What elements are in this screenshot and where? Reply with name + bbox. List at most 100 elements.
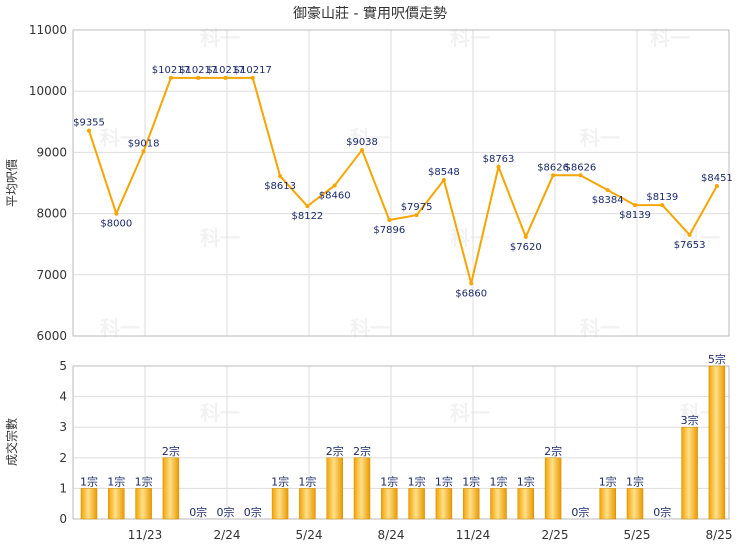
- bar-value-label: 1宗: [490, 474, 508, 488]
- x-tick-label: 8/25: [706, 528, 733, 542]
- bar-value-label: 0宗: [189, 505, 207, 519]
- price-line-series: $9355$8000$9018$10217$10217$10217$10217$…: [73, 65, 733, 299]
- price-point: [496, 164, 501, 169]
- x-tick-label: 11/24: [456, 528, 491, 542]
- price-point: [387, 217, 392, 222]
- bar-y-tick-label: 3: [59, 420, 67, 434]
- bar-value-label: 3宗: [681, 413, 699, 427]
- line-y-tick-label: 8000: [36, 207, 67, 221]
- x-axis-ticks: 11/23 2/24 5/24 8/24 11/24 2/25 5/25 8/25: [128, 528, 733, 542]
- price-value-label: $7653: [674, 240, 706, 251]
- price-value-label: $9018: [128, 138, 160, 149]
- price-point: [278, 174, 283, 179]
- price-point: [551, 173, 556, 178]
- count-bar: [80, 488, 98, 520]
- price-point: [168, 75, 173, 80]
- bar-y-tick-label: 4: [59, 390, 67, 404]
- count-bar: [108, 488, 125, 520]
- count-bar: [517, 488, 535, 520]
- price-point: [305, 204, 310, 209]
- bar-value-label: 1宗: [435, 474, 453, 488]
- price-value-label: $9038: [346, 137, 378, 148]
- price-value-label: $8763: [483, 154, 515, 165]
- price-line: [88, 76, 718, 284]
- price-value-label: $8139: [619, 210, 651, 221]
- count-bar: [435, 488, 453, 520]
- x-tick-label: 5/24: [296, 528, 323, 542]
- line-plot-frame: [72, 29, 730, 337]
- x-tick-label: 2/25: [542, 528, 569, 542]
- price-value-label: $6860: [455, 288, 487, 299]
- price-point: [660, 203, 665, 208]
- bar-y-tick-label: 0: [59, 512, 67, 526]
- price-point: [605, 188, 610, 193]
- price-value-label: $8626: [537, 162, 569, 173]
- price-point: [114, 211, 119, 216]
- bar-value-label: 1宗: [380, 474, 398, 488]
- bar-plot-frame: [72, 365, 730, 520]
- watermark-text: 科一: [580, 126, 620, 150]
- line-y-tick-label: 11000: [29, 23, 67, 37]
- bar-value-label: 0宗: [571, 505, 589, 519]
- bar-value-label: 1宗: [408, 474, 426, 488]
- bar-value-label: 1宗: [626, 474, 644, 488]
- watermark-text: 科一: [200, 401, 240, 425]
- count-bar: [271, 488, 289, 520]
- bar-y-tick-label: 5: [59, 359, 67, 373]
- bar-value-label: 2宗: [326, 444, 344, 458]
- count-bar: [708, 365, 726, 520]
- count-bar: [490, 488, 507, 520]
- price-value-label: $8626: [564, 162, 596, 173]
- x-tick-label: 8/24: [378, 528, 405, 542]
- count-bar: [462, 488, 480, 520]
- price-point: [414, 213, 419, 218]
- watermark-text: 科一: [200, 226, 240, 250]
- price-value-label: $10217: [206, 65, 244, 76]
- price-value-label: $10217: [234, 65, 272, 76]
- bar-value-label: 1宗: [107, 474, 125, 488]
- bar-value-label: 1宗: [517, 474, 535, 488]
- price-value-label: $10217: [179, 65, 217, 76]
- bar-value-label: 0宗: [244, 505, 262, 519]
- watermark-text: 科一: [350, 126, 390, 150]
- bar-y-ticks: 0 1 2 3 4 5: [59, 359, 67, 526]
- price-value-label: $7620: [510, 242, 542, 253]
- bar-value-label: 1宗: [462, 474, 480, 488]
- watermark-text: 科一: [680, 226, 720, 250]
- count-bar: [381, 488, 398, 520]
- price-point: [469, 281, 474, 286]
- bar-value-label: 1宗: [80, 474, 98, 488]
- line-y-axis-label: 平均呎價: [5, 159, 19, 207]
- price-value-label: $10217: [152, 65, 190, 76]
- count-bar: [408, 488, 425, 520]
- bar-value-label: 2宗: [162, 444, 180, 458]
- count-bar: [626, 488, 644, 520]
- line-y-tick-label: 7000: [36, 268, 67, 282]
- price-point: [687, 232, 692, 237]
- price-point: [332, 183, 337, 188]
- price-value-label: $8613: [264, 181, 296, 192]
- chart-title: 御豪山莊 - 實用呎價走勢: [293, 5, 447, 22]
- line-y-tick-label: 6000: [36, 329, 67, 343]
- price-point: [578, 173, 583, 178]
- bar-value-label: 1宗: [599, 474, 617, 488]
- price-value-label: $8460: [319, 190, 351, 201]
- price-value-label: $9355: [73, 118, 105, 129]
- price-point: [250, 75, 255, 80]
- watermark-text: 科一: [450, 401, 490, 425]
- price-value-label: $8451: [701, 173, 733, 184]
- price-value-label: $7896: [373, 225, 405, 236]
- bar-value-label: 1宗: [135, 474, 153, 488]
- count-bar: [135, 488, 152, 520]
- price-point: [196, 75, 201, 80]
- line-y-tick-label: 10000: [29, 84, 67, 98]
- price-value-label: $7975: [401, 202, 433, 213]
- count-bar: [353, 457, 371, 520]
- bar-value-label: 1宗: [298, 474, 316, 488]
- price-value-label: $8122: [291, 211, 323, 222]
- price-point: [87, 128, 91, 133]
- price-value-label: $8548: [428, 167, 460, 178]
- bar-value-label: 2宗: [353, 444, 371, 458]
